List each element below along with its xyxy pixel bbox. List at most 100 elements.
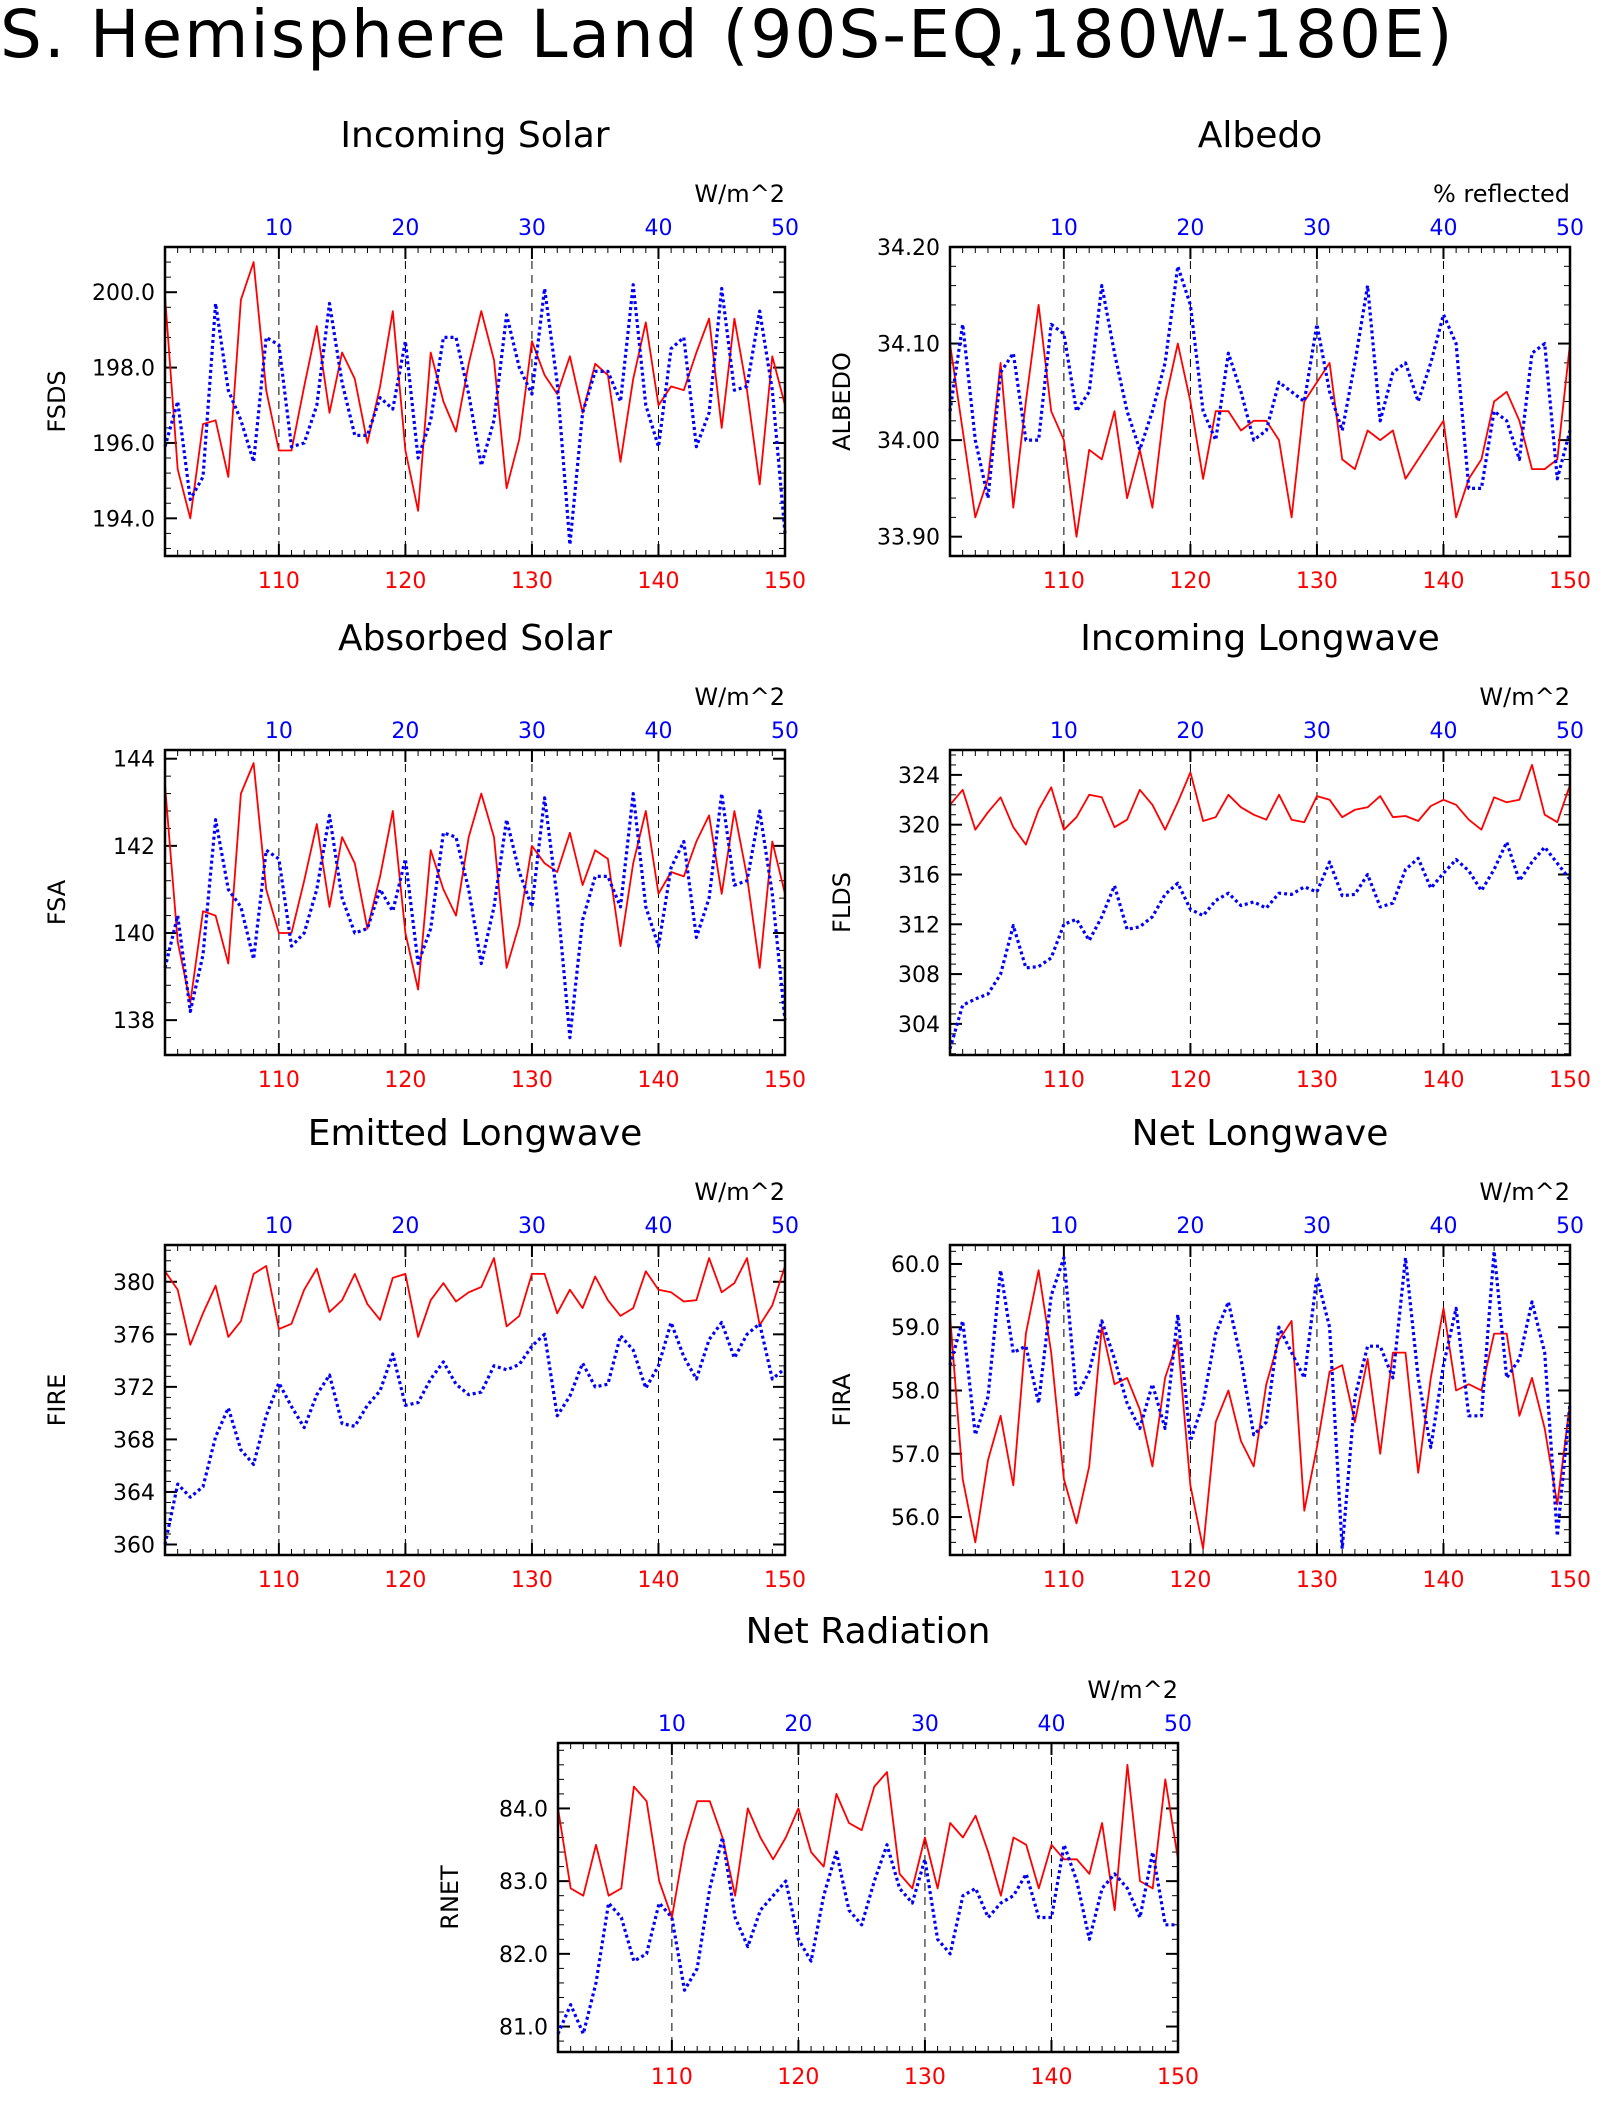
x-tick-label-top: 40: [644, 719, 672, 744]
y-tick-label: 364: [113, 1481, 155, 1506]
plot-frame: [163, 1243, 787, 1557]
series-red-line: [164, 1257, 786, 1346]
x-tick-label-bottom: 150: [1549, 569, 1591, 594]
panel-incoming-longwave: Incoming Longwave W/m^2 FLDS 110 120 130 140 15…: [828, 618, 1591, 1093]
x-tick-label-bottom: 130: [1296, 1568, 1338, 1593]
x-tick-label-top: 40: [1429, 1214, 1457, 1239]
x-tick-label-bottom: 130: [1296, 569, 1338, 594]
x-tick-label-top: 50: [771, 719, 799, 744]
x-tick-label-bottom: 130: [511, 1068, 553, 1093]
x-tick-label-top: 40: [1429, 216, 1457, 241]
x-tick-label-top: 50: [1556, 719, 1584, 744]
y-tick-label: 144: [113, 748, 155, 773]
y-tick-label: 368: [113, 1428, 155, 1453]
plot-frame: [163, 245, 787, 558]
x-tick-label-top: 10: [1050, 216, 1078, 241]
x-tick-label-bottom: 140: [637, 569, 679, 594]
x-tick-label-bottom: 140: [1030, 2065, 1072, 2090]
series-blue-line: [948, 1249, 1572, 1551]
x-tick-label-bottom: 140: [637, 1068, 679, 1093]
y-tick-label: 57.0: [891, 1443, 940, 1468]
series-blue-line: [556, 1835, 1178, 2036]
x-tick-label-bottom: 140: [1422, 569, 1464, 594]
units-label: W/m^2: [1087, 1676, 1178, 1704]
y-tick-label: 198.0: [92, 357, 155, 382]
x-tick-label-top: 30: [518, 719, 546, 744]
series-red-line: [949, 1269, 1571, 1550]
y-tick-label: 316: [898, 863, 940, 888]
x-tick-label-top: 40: [644, 1214, 672, 1239]
y-tick-label: 58.0: [891, 1380, 940, 1405]
x-tick-label-bottom: 120: [777, 2065, 819, 2090]
series-blue-line: [948, 840, 1572, 1050]
panel-title: Net Longwave: [1132, 1113, 1389, 1154]
panel-title: Incoming Longwave: [1080, 618, 1440, 659]
x-tick-label-top: 40: [1037, 1712, 1065, 1737]
x-tick-label-top: 10: [1050, 1214, 1078, 1239]
y-tick-label: 59.0: [891, 1316, 940, 1341]
x-tick-label-bottom: 110: [1043, 569, 1085, 594]
x-tick-label-top: 20: [391, 719, 419, 744]
x-tick-label-top: 50: [1556, 1214, 1584, 1239]
x-tick-label-top: 10: [658, 1712, 686, 1737]
y-tick-label: 83.0: [499, 1870, 548, 1895]
y-axis-label: RNET: [436, 1865, 464, 1930]
panel-emitted-longwave: Emitted Longwave W/m^2 FIRE 110 120 130 140 150…: [43, 1113, 806, 1593]
x-tick-label-bottom: 150: [1549, 1068, 1591, 1093]
series-blue-line: [163, 791, 787, 1040]
x-tick-label-bottom: 110: [258, 1568, 300, 1593]
x-tick-label-bottom: 120: [384, 1568, 426, 1593]
plot-frame: [948, 1243, 1572, 1557]
y-tick-label: 360: [113, 1533, 155, 1558]
x-tick-label-bottom: 140: [1422, 1068, 1464, 1093]
x-tick-label-top: 20: [1176, 216, 1204, 241]
x-tick-label-bottom: 130: [511, 569, 553, 594]
x-tick-label-bottom: 120: [1169, 1568, 1211, 1593]
x-tick-label-top: 50: [771, 216, 799, 241]
units-label: W/m^2: [694, 180, 785, 208]
y-tick-label: 60.0: [891, 1253, 940, 1278]
y-tick-label: 34.00: [877, 429, 940, 454]
y-axis-label: FIRE: [43, 1374, 71, 1427]
x-tick-label-top: 30: [1303, 719, 1331, 744]
x-tick-label-top: 20: [784, 1712, 812, 1737]
panel-albedo: Albedo % reflected ALBEDO 110 120 130 140 150 10…: [828, 115, 1591, 594]
x-tick-label-bottom: 120: [1169, 569, 1211, 594]
series-red-line: [557, 1763, 1179, 1919]
x-tick-label-bottom: 130: [1296, 1068, 1338, 1093]
y-tick-label: 304: [898, 1013, 940, 1038]
panel-absorbed-solar: Absorbed Solar W/m^2 FSA 110 120 130 140 150 10 2…: [43, 618, 806, 1093]
units-label: W/m^2: [694, 683, 785, 711]
y-tick-label: 324: [898, 764, 940, 789]
y-axis-label: FLDS: [828, 872, 856, 933]
x-tick-label-top: 10: [265, 216, 293, 241]
panel-title: Absorbed Solar: [338, 618, 612, 659]
x-tick-label-bottom: 110: [651, 2065, 693, 2090]
y-tick-label: 320: [898, 814, 940, 839]
x-tick-label-top: 10: [265, 719, 293, 744]
y-tick-label: 200.0: [92, 281, 155, 306]
y-tick-label: 82.0: [499, 1943, 548, 1968]
x-tick-label-bottom: 140: [637, 1568, 679, 1593]
y-tick-label: 196.0: [92, 432, 155, 457]
x-tick-label-top: 50: [1164, 1712, 1192, 1737]
panel-net-longwave: Net Longwave W/m^2 FIRA 110 120 130 140 150 10 20…: [828, 1113, 1591, 1593]
y-axis-label: FIRA: [828, 1373, 856, 1427]
x-tick-label-top: 20: [391, 216, 419, 241]
x-tick-label-bottom: 110: [1043, 1068, 1085, 1093]
y-tick-label: 34.10: [877, 333, 940, 358]
x-tick-label-top: 10: [265, 1214, 293, 1239]
series-blue-line: [948, 264, 1572, 500]
x-tick-label-top: 40: [644, 216, 672, 241]
y-tick-label: 312: [898, 913, 940, 938]
y-tick-label: 380: [113, 1271, 155, 1296]
panel-title: Albedo: [1198, 115, 1323, 156]
series-red-line: [949, 764, 1571, 846]
x-tick-label-bottom: 110: [1043, 1568, 1085, 1593]
panel-title: Net Radiation: [746, 1611, 991, 1652]
x-tick-label-bottom: 120: [384, 569, 426, 594]
y-tick-label: 372: [113, 1376, 155, 1401]
series-red-line: [949, 303, 1571, 538]
y-tick-label: 138: [113, 1009, 155, 1034]
y-tick-label: 142: [113, 835, 155, 860]
